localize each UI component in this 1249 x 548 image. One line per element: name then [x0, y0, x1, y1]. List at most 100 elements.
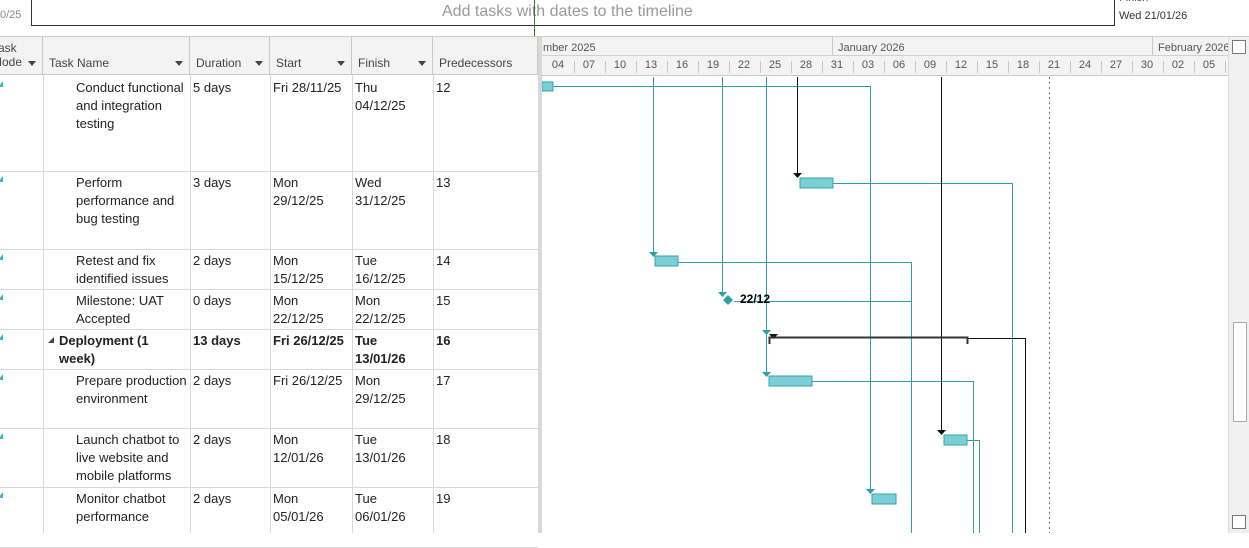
timeline-box[interactable] [31, 0, 1115, 26]
task-mode-icon [0, 433, 3, 439]
link [812, 381, 974, 533]
task-cell: Fri 26/12/25 [273, 333, 344, 348]
link [967, 440, 980, 533]
task-cell: Thu 04/12/25 [355, 80, 406, 113]
day-label: 07 [583, 59, 595, 71]
filter-arrow[interactable] [337, 61, 345, 70]
day-label: 02 [1172, 59, 1184, 71]
column-header-label: Predecessors [439, 56, 513, 70]
timeline: Start 0/25 Add tasks with dates to the t… [0, 0, 1249, 37]
day-label: 28 [800, 59, 812, 71]
task-cell: 3 days [193, 175, 232, 190]
task-cell: Fri 26/12/25 [273, 373, 343, 388]
day-label: 16 [676, 59, 688, 71]
column-header[interactable]: Task Name [43, 37, 190, 75]
day-label: 24 [1079, 59, 1091, 71]
link [678, 262, 912, 533]
task-bar [799, 177, 834, 189]
task-mode-icon [0, 492, 3, 498]
timeline-start-label: Start [0, 0, 15, 3]
links [553, 77, 1013, 533]
day-label: 25 [769, 59, 781, 71]
row-line [0, 428, 538, 429]
column-line [190, 75, 191, 533]
scroll-down[interactable] [1232, 515, 1246, 529]
task-name: Prepare production environment [76, 373, 187, 406]
task-cell: 12 [436, 80, 451, 95]
task-bar [768, 375, 813, 387]
task-cell: Mon 29/12/25 [355, 373, 406, 406]
task-bar [943, 434, 968, 446]
task-name: Deployment (1 week) [59, 333, 149, 366]
day-label: 12 [955, 59, 967, 71]
column-header[interactable]: Finish [352, 37, 433, 75]
task-mode-icon [0, 81, 3, 87]
task-bars [542, 81, 968, 505]
filter-arrow[interactable] [175, 61, 183, 70]
filter-arrow[interactable] [418, 61, 426, 70]
collapse-icon [48, 337, 54, 343]
arrow [937, 430, 946, 435]
critical-links [797, 77, 1026, 533]
arrow [718, 292, 727, 297]
link [833, 183, 1013, 533]
link [553, 86, 871, 489]
filter-arrow[interactable] [255, 61, 263, 70]
task-cell: 2 days [193, 373, 232, 388]
timeline-finish-date: Wed 21/01/26 [1119, 10, 1188, 22]
task-cell: 13 [436, 175, 451, 190]
column-line [43, 75, 44, 533]
column-header[interactable]: Task Mode [0, 37, 43, 75]
task-name: Conduct functional and integration testi… [76, 80, 184, 131]
scroll-up[interactable] [1232, 40, 1246, 54]
arrow [793, 173, 802, 178]
task-mode-icon [0, 176, 3, 182]
arrows [649, 252, 875, 494]
task-name: Retest and fix identified issues [76, 253, 169, 286]
column-header[interactable]: Duration [190, 37, 270, 75]
row-line [0, 487, 538, 488]
arrow [762, 372, 771, 377]
day-label: 10 [614, 59, 626, 71]
task-cell: 13 days [193, 333, 241, 348]
day-label: 05 [1203, 59, 1215, 71]
task-name: Perform performance and bug testing [76, 175, 175, 226]
task-bar [542, 81, 554, 92]
column-header[interactable]: Start [270, 37, 352, 75]
arrow [762, 330, 771, 335]
column-line [352, 75, 353, 533]
row-line [0, 369, 538, 370]
task-cell: Wed 31/12/25 [355, 175, 406, 208]
task-cell: Mon 05/01/26 [273, 491, 324, 524]
task-cell: 15 [436, 293, 451, 308]
filter-arrow[interactable] [28, 61, 36, 70]
splitter[interactable] [538, 37, 542, 533]
scroll-thumb[interactable] [1233, 322, 1247, 422]
column-header-label: Finish [358, 56, 391, 70]
task-mode-icon [0, 254, 3, 260]
task-cell: Tue 13/01/26 [355, 333, 406, 366]
task-cell: Tue 13/01/26 [355, 432, 406, 465]
task-mode-icon [0, 334, 3, 340]
task-cell: 2 days [193, 253, 232, 268]
day-label: 31 [831, 59, 843, 71]
task-cell: 19 [436, 491, 451, 506]
row-line [0, 171, 538, 172]
day-label: 09 [924, 59, 936, 71]
timeline-start-date: 0/25 [0, 9, 22, 21]
column-header[interactable]: Predecessors [433, 37, 538, 75]
row-line [0, 329, 538, 330]
task-cell: Mon 29/12/25 [273, 175, 324, 208]
column-header-label: Duration [196, 56, 242, 70]
vertical-scrollbar[interactable] [1228, 37, 1249, 533]
day-label: 22 [738, 59, 750, 71]
task-mode-icon [0, 374, 3, 380]
day-label: 30 [1141, 59, 1153, 71]
day-label: 19 [707, 59, 719, 71]
task-cell: Mon 22/12/25 [273, 293, 324, 326]
day-label: 27 [1110, 59, 1122, 71]
day-label: 13 [645, 59, 657, 71]
task-cell: 17 [436, 373, 451, 388]
column-header-label: Task Name [49, 56, 110, 70]
